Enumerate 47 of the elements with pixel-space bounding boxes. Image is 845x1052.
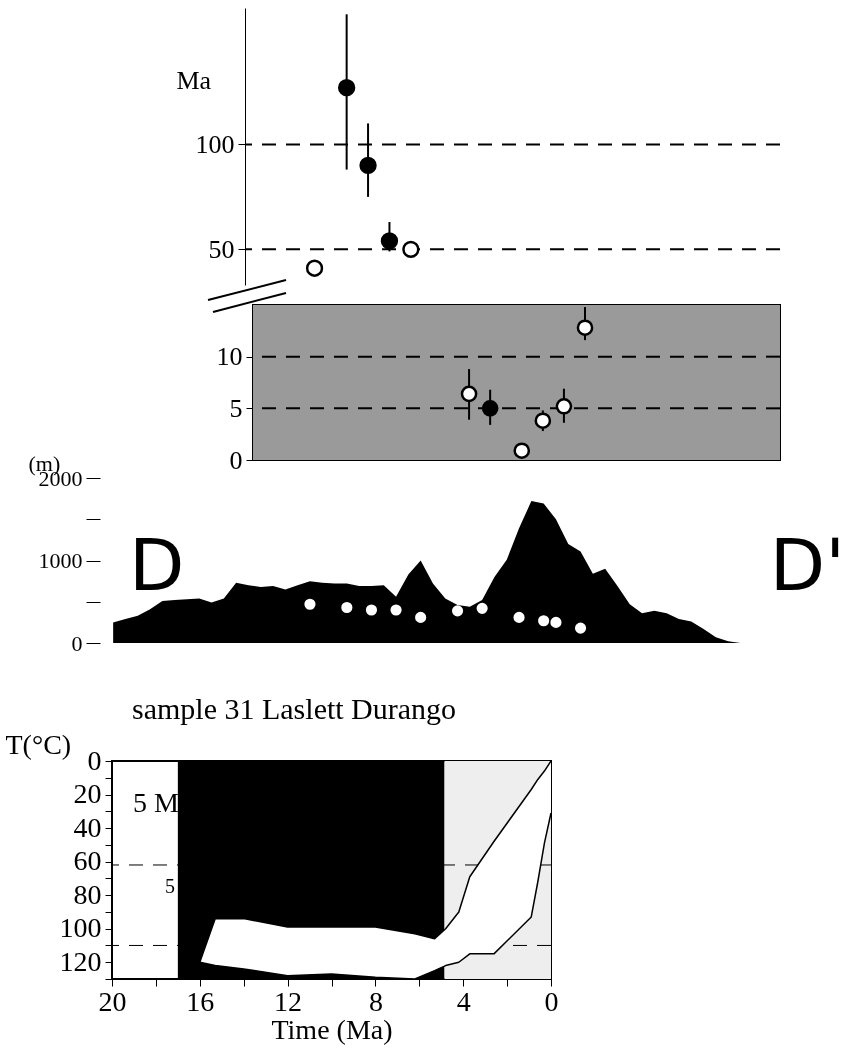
x-tick-label: 4: [456, 985, 471, 1017]
point: [576, 319, 594, 337]
point: [550, 616, 562, 628]
point: [402, 240, 420, 258]
y-tick-label: 5: [229, 393, 243, 423]
y-tick-label: 60: [73, 845, 102, 877]
point: [341, 601, 353, 614]
x-tick-label: 0: [544, 985, 559, 1017]
y-tick-label: 120: [59, 945, 102, 977]
y-tick-label: 100: [59, 912, 102, 944]
chart-title: sample 31 Laslett Durango: [132, 692, 457, 725]
point: [555, 397, 573, 415]
y-tick-label: 40: [73, 811, 102, 843]
y-tick-label: 0: [71, 630, 83, 656]
point: [304, 598, 316, 610]
point: [513, 611, 525, 623]
y-axis-title: Ma: [176, 65, 212, 95]
y-tick-label: 100: [195, 129, 235, 159]
point: [380, 232, 399, 250]
point: [305, 259, 324, 277]
point: [538, 615, 550, 627]
x-tick-label: 16: [186, 985, 215, 1017]
annotation: 5: [165, 875, 175, 897]
point: [513, 442, 531, 460]
y-axis-title: T(°C): [5, 728, 72, 760]
y-tick-label: 0: [229, 445, 243, 475]
point: [534, 412, 552, 430]
annotation: D': [769, 523, 845, 607]
point: [481, 400, 499, 417]
y-tick-label: 10: [216, 342, 243, 372]
point: [415, 611, 427, 623]
annotation: 5 M: [133, 787, 179, 818]
annotation: D: [129, 523, 185, 607]
y-tick-label: 80: [73, 878, 102, 910]
point: [365, 604, 378, 616]
y-tick-label: 1000: [38, 548, 83, 573]
y-tick-label: 0: [87, 744, 102, 776]
y-tick-label: 50: [208, 234, 235, 264]
point: [337, 79, 356, 97]
point: [476, 602, 488, 614]
point: [574, 622, 587, 634]
point: [460, 385, 478, 403]
x-tick-label: 20: [98, 985, 127, 1017]
y-tick-label: 20: [73, 778, 102, 810]
point: [451, 605, 464, 617]
point: [359, 156, 377, 175]
point: [390, 604, 402, 616]
